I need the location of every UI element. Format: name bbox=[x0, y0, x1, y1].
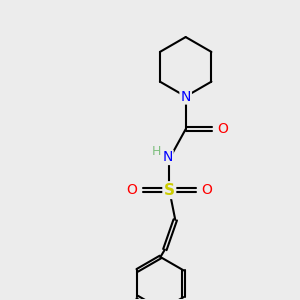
Text: N: N bbox=[181, 89, 191, 103]
Text: H: H bbox=[151, 145, 160, 158]
Text: N: N bbox=[163, 150, 173, 164]
Text: O: O bbox=[217, 122, 228, 136]
Text: O: O bbox=[126, 183, 137, 197]
Text: S: S bbox=[164, 183, 175, 198]
Text: O: O bbox=[201, 183, 212, 197]
